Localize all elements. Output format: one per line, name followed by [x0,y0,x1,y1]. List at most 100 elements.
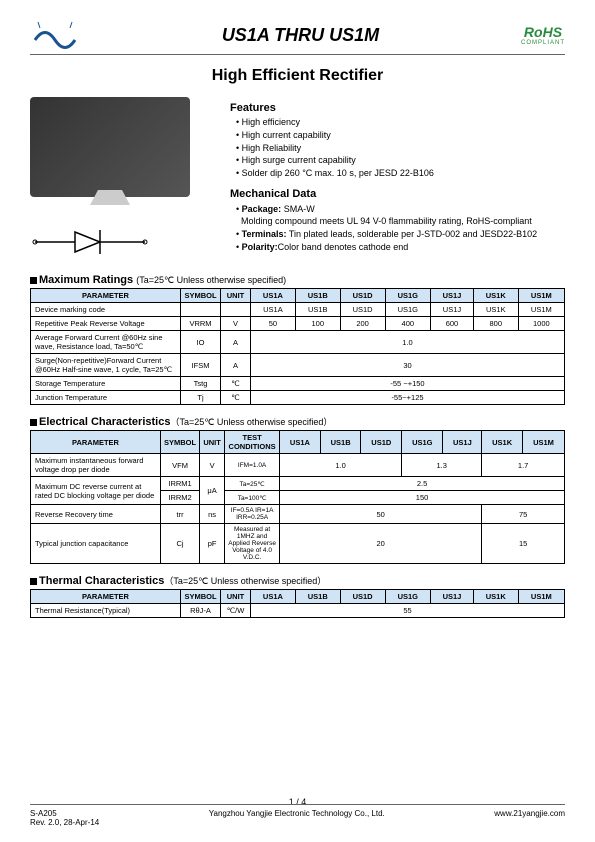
cell-symbol: IFSM [181,354,221,377]
image-column [30,97,210,264]
table-row: Maximum instantaneous forward voltage dr… [31,454,565,477]
table-header-row: PARAMETER SYMBOL UNIT US1A US1B US1D US1… [31,289,565,303]
col-part: US1K [473,590,518,604]
col-part: US1B [295,590,340,604]
cell-value: 20 [280,524,482,564]
cell-cond: IFM=1.0A [225,454,280,477]
cell-param: Thermal Resistance(Typical) [31,604,181,618]
col-part: US1M [518,590,564,604]
mechdata-item: Polarity:Color band denotes cathode end [236,241,565,254]
cell-value: US1J [431,303,474,317]
cell-param: Typical junction capacitance [31,524,161,564]
col-test-cond: TEST CONDITIONS [225,431,280,454]
page-footer: S-A205 Rev. 2.0, 28-Apr-14 Yangzhou Yang… [30,804,565,827]
col-parameter: PARAMETER [31,431,161,454]
component-image [30,97,190,197]
cell-param: Maximum DC reverse current at rated DC b… [31,477,161,505]
cell-value: 150 [280,491,565,505]
footer-center: Yangzhou Yangjie Electronic Technology C… [209,809,385,827]
cell-value: 2.5 [280,477,565,491]
mechdata-heading: Mechanical Data [230,187,565,202]
cell-param: Storage Temperature [31,377,181,391]
cell-cond: Ta=25℃ [225,477,280,491]
col-part: US1K [473,289,518,303]
table-row: Average Forward Current @60Hz sine wave,… [31,331,565,354]
col-part: US1M [518,289,564,303]
cell-value: 400 [385,317,431,331]
cell-param: Reverse Recovery time [31,505,161,524]
col-part: US1J [431,289,474,303]
cell-value: 15 [482,524,565,564]
cell-value: 1.3 [402,454,482,477]
cell-symbol: VFM [161,454,200,477]
col-part: US1G [385,289,431,303]
rohs-subtext: COMPLIANT [521,40,565,46]
col-part: US1G [385,590,431,604]
cell-value: 1.0 [251,331,565,354]
table-row: Surge(Non-repetitive)Forward Current @60… [31,354,565,377]
cell-param: Average Forward Current @60Hz sine wave,… [31,331,181,354]
table-header-row: PARAMETER SYMBOL UNIT US1A US1B US1D US1… [31,590,565,604]
col-part: US1D [340,289,385,303]
col-part: US1J [431,590,474,604]
col-part: US1A [251,289,296,303]
max-ratings-table: PARAMETER SYMBOL UNIT US1A US1B US1D US1… [30,288,565,405]
footer-left: S-A205 Rev. 2.0, 28-Apr-14 [30,809,99,827]
features-heading: Features [230,101,565,116]
mechdata-list: Package: SMA-W Molding compound meets UL… [230,203,565,253]
cell-value: 1000 [518,317,564,331]
mechdata-item: Package: SMA-W Molding compound meets UL… [236,203,565,228]
table-row: Repetitive Peak Reverse VoltageVRRMV5010… [31,317,565,331]
cell-value: 100 [295,317,340,331]
table-row: Storage TemperatureTstg℃-55 ~+150 [31,377,565,391]
cell-unit: ℃/W [221,604,251,618]
cell-unit: V [200,454,225,477]
cell-value: 600 [431,317,474,331]
cell-symbol: Tstg [181,377,221,391]
cell-unit: pF [200,524,225,564]
col-part: US1A [251,590,296,604]
features-list: High efficiency High current capability … [230,116,565,179]
col-parameter: PARAMETER [31,289,181,303]
cell-symbol: trr [161,505,200,524]
elec-title: Electrical Characteristics（Ta=25℃ Unless… [30,415,565,428]
feature-item: High current capability [236,129,565,142]
cell-value: -55 ~+150 [251,377,565,391]
col-part: US1D [361,431,402,454]
cell-symbol: IO [181,331,221,354]
table-row: Maximum DC reverse current at rated DC b… [31,477,565,491]
col-part: US1J [443,431,482,454]
mechdata-item: Terminals: Tin plated leads, solderable … [236,228,565,241]
cell-unit: ns [200,505,225,524]
cell-symbol: Cj [161,524,200,564]
cell-value: 55 [251,604,565,618]
cell-value: 50 [280,505,482,524]
table-row: Thermal Resistance(Typical) RθJ-A ℃/W 55 [31,604,565,618]
cell-param: Maximum instantaneous forward voltage dr… [31,454,161,477]
subtitle: High Efficient Rectifier [30,67,565,85]
cell-cond: IF=0.5A IR=1A IRR=0.25A [225,505,280,524]
col-part: US1G [402,431,443,454]
thermal-table: PARAMETER SYMBOL UNIT US1A US1B US1D US1… [30,589,565,618]
cell-value: 30 [251,354,565,377]
col-part: US1M [522,431,564,454]
cell-unit: μA [200,477,225,505]
cell-value: US1K [473,303,518,317]
col-parameter: PARAMETER [31,590,181,604]
cell-value: US1M [518,303,564,317]
page-header: US1A THRU US1M RoHS COMPLIANT [30,20,565,55]
cell-unit: A [221,354,251,377]
cell-symbol: IRRM2 [161,491,200,505]
cell-param: Repetitive Peak Reverse Voltage [31,317,181,331]
cell-unit: A [221,331,251,354]
cell-value: -55~+125 [251,391,565,405]
col-unit: UNIT [200,431,225,454]
col-unit: UNIT [221,289,251,303]
table-row: Device marking codeUS1AUS1BUS1DUS1GUS1JU… [31,303,565,317]
cell-value: US1D [340,303,385,317]
main-title: US1A THRU US1M [222,25,379,46]
cell-param: Surge(Non-repetitive)Forward Current @60… [31,354,181,377]
cell-symbol: VRRM [181,317,221,331]
cell-param: Junction Temperature [31,391,181,405]
feature-item: High Reliability [236,142,565,155]
